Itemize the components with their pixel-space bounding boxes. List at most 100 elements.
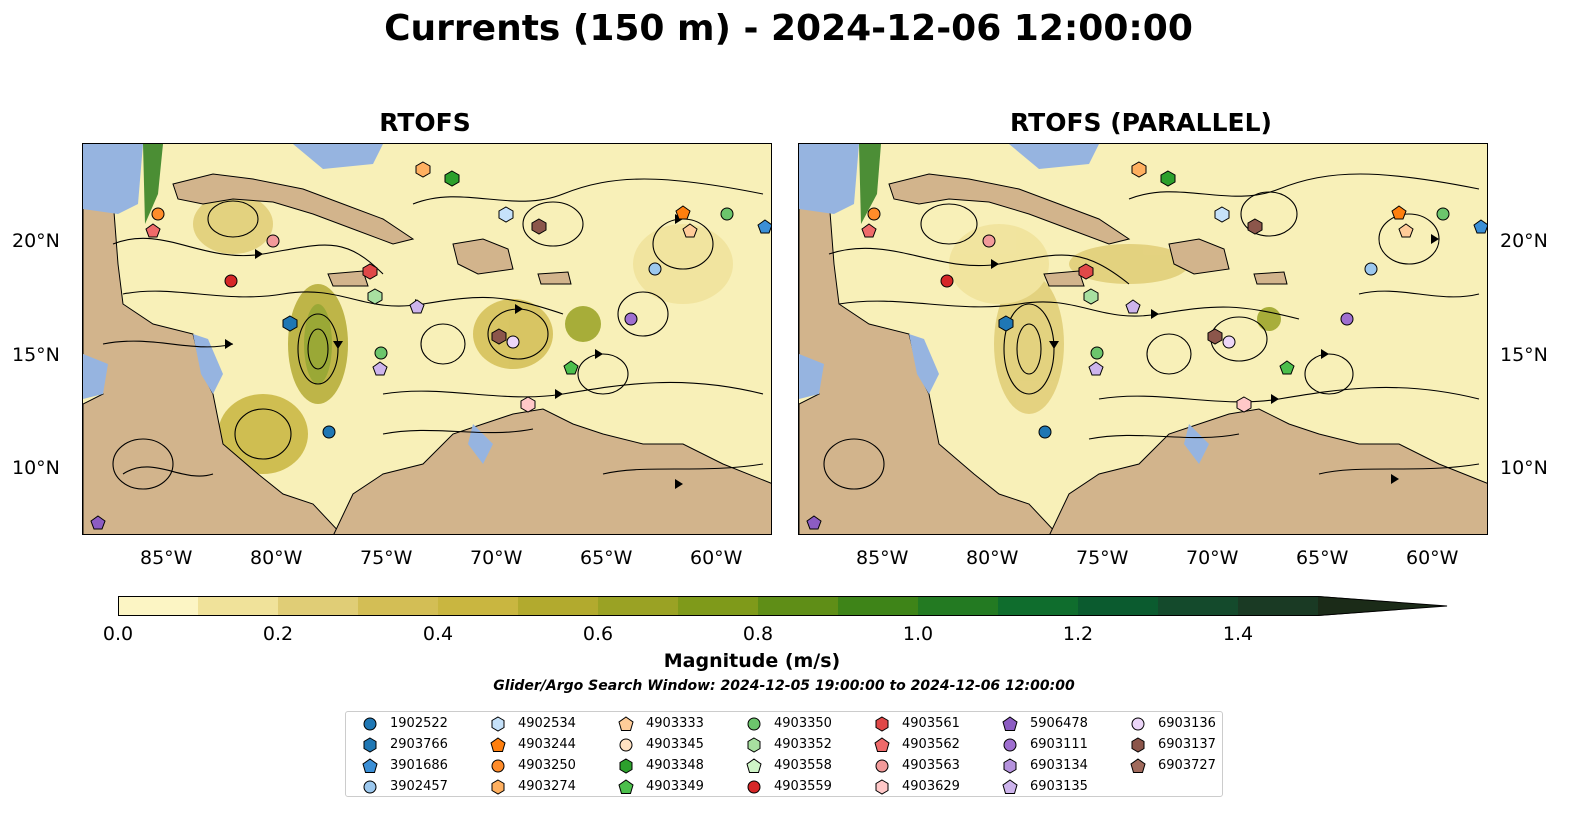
lon-label: 75°W xyxy=(360,547,413,569)
colorbar-segment xyxy=(998,596,1079,616)
legend-label: 4903244 xyxy=(518,737,576,752)
legend-marker-circle-icon xyxy=(747,780,761,794)
streamline-arrows xyxy=(991,234,1439,484)
land-yucatan-central-america xyxy=(799,198,1058,534)
search-window-text: Glider/Argo Search Window: 2024-12-05 19… xyxy=(493,678,1075,694)
panel-title-rtofs-parallel: RTOFS (PARALLEL) xyxy=(1010,108,1272,137)
lat-label-right: 20°N xyxy=(1500,230,1548,252)
colorbar-segment xyxy=(358,596,439,616)
colorbar-segment xyxy=(1238,596,1319,616)
colorbar-segment xyxy=(438,596,519,616)
legend-marker-circle-icon xyxy=(747,717,761,731)
legend-label: 6903111 xyxy=(1030,737,1088,752)
colorbar-segment xyxy=(518,596,599,616)
legend-marker-pentagon-icon xyxy=(1130,758,1146,773)
legend-label: 4903562 xyxy=(902,737,960,752)
lat-label-left: 10°N xyxy=(12,457,60,479)
lon-label: 85°W xyxy=(856,547,909,569)
legend-marker-circle-icon xyxy=(491,759,505,773)
legend-marker-circle-icon xyxy=(875,759,889,773)
legend-label: 4903250 xyxy=(518,758,576,773)
land-yucatan-central-america xyxy=(83,198,342,534)
colorbar-tick-label: 0.8 xyxy=(742,623,774,645)
lon-label: 65°W xyxy=(1296,547,1349,569)
legend-label: 4903558 xyxy=(774,758,832,773)
land-cuba xyxy=(172,173,415,245)
lon-label: 65°W xyxy=(580,547,633,569)
land-jamaica xyxy=(327,270,369,287)
lat-label-left: 20°N xyxy=(12,230,60,252)
legend-marker-hexagon-icon xyxy=(491,716,505,732)
legend-marker-circle-icon xyxy=(363,780,377,794)
colorbar-tick-label: 0.0 xyxy=(102,623,134,645)
lat-label-left: 15°N xyxy=(12,344,60,366)
legend-label: 1902522 xyxy=(390,716,448,731)
map-panel-rtofs-parallel xyxy=(798,143,1488,535)
legend-label: 4903348 xyxy=(646,758,704,773)
legend-marker-circle-icon xyxy=(1131,717,1145,731)
colorbar-segment xyxy=(758,596,839,616)
colorbar-segment xyxy=(1158,596,1239,616)
land-hispaniola xyxy=(1168,238,1230,275)
colorbar-tick-label: 0.6 xyxy=(582,623,614,645)
figure-title: Currents (150 m) - 2024-12-06 12:00:00 xyxy=(384,8,1193,49)
legend-label: 4902534 xyxy=(518,716,576,731)
land-puerto-rico xyxy=(537,271,572,285)
legend-label: 4903349 xyxy=(646,779,704,794)
land-masses xyxy=(83,173,771,534)
lon-label: 70°W xyxy=(470,547,523,569)
legend-marker-pentagon-icon xyxy=(746,758,762,773)
legend-marker-circle-icon xyxy=(619,738,633,752)
shallow-water xyxy=(799,144,1209,464)
legend-marker-pentagon-icon xyxy=(618,779,634,794)
legend-label: 6903134 xyxy=(1030,758,1088,773)
lat-label-right: 15°N xyxy=(1500,344,1548,366)
land-puerto-rico xyxy=(1253,271,1288,285)
legend-marker-pentagon-icon xyxy=(362,758,378,773)
legend-label: 3902457 xyxy=(390,779,448,794)
colorbar-extend-arrow xyxy=(1318,596,1448,616)
lon-label: 60°W xyxy=(690,547,743,569)
colorbar-segment xyxy=(838,596,919,616)
colorbar-segment xyxy=(278,596,359,616)
legend-label: 4903559 xyxy=(774,779,832,794)
legend-label: 4903561 xyxy=(902,716,960,731)
map-panel-rtofs xyxy=(82,143,772,535)
float-markers xyxy=(90,161,771,530)
lon-label: 70°W xyxy=(1186,547,1239,569)
legend-label: 4903352 xyxy=(774,737,832,752)
lat-label-right: 10°N xyxy=(1500,457,1548,479)
colorbar-outline xyxy=(118,596,1448,616)
current-streamlines xyxy=(823,173,1480,490)
land-cuba xyxy=(888,173,1131,245)
colorbar xyxy=(118,596,1448,616)
colorbar-segment xyxy=(198,596,279,616)
colorbar-tick-label: 1.2 xyxy=(1062,623,1094,645)
colorbar-segment xyxy=(118,596,199,616)
colorbar-tick-label: 0.2 xyxy=(262,623,294,645)
lon-label: 75°W xyxy=(1076,547,1129,569)
legend-marker-circle-icon xyxy=(1003,738,1017,752)
legend-marker-hexagon-icon xyxy=(491,779,505,795)
legend-marker-hexagon-icon xyxy=(875,716,889,732)
lon-label: 80°W xyxy=(250,547,303,569)
land-masses xyxy=(799,173,1487,534)
legend-marker-hexagon-icon xyxy=(1131,737,1145,753)
legend-label: 6903135 xyxy=(1030,779,1088,794)
legend-label: 2903766 xyxy=(390,737,448,752)
legend-label: 4903629 xyxy=(902,779,960,794)
land-south-america xyxy=(1049,408,1487,534)
legend-label: 3901686 xyxy=(390,758,448,773)
lon-label: 80°W xyxy=(966,547,1019,569)
land-south-america xyxy=(333,408,771,534)
colorbar-segment xyxy=(918,596,999,616)
legend-marker-pentagon-icon xyxy=(618,716,634,731)
legend-marker-hexagon-icon xyxy=(1003,758,1017,774)
float-markers xyxy=(806,161,1487,530)
current-magnitude-patches xyxy=(88,144,733,514)
legend-label: 6903137 xyxy=(1158,737,1216,752)
legend-label: 4903563 xyxy=(902,758,960,773)
colorbar-segment xyxy=(598,596,679,616)
colorbar-tick-label: 1.4 xyxy=(1222,623,1254,645)
legend-marker-pentagon-icon xyxy=(490,737,506,752)
